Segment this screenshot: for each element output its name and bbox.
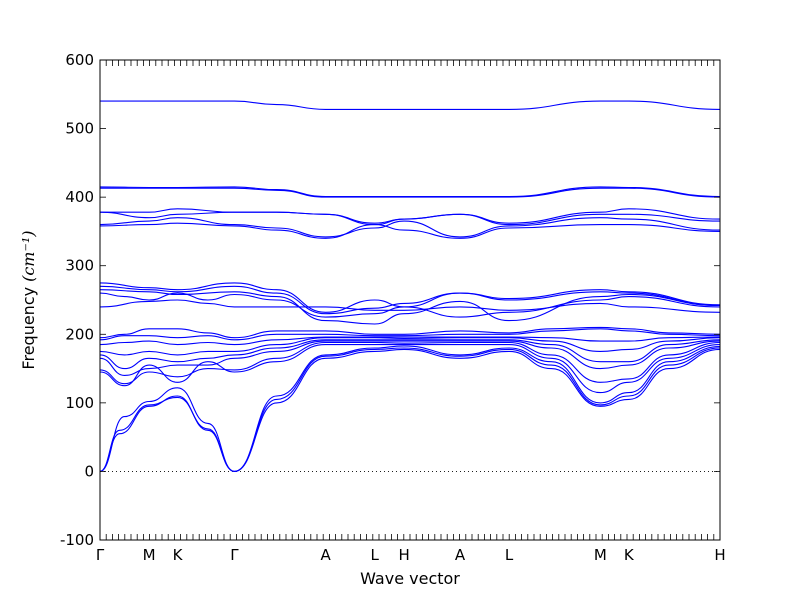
phonon-band-18	[99, 217, 721, 238]
phonon-band-14	[99, 289, 721, 325]
phonon-band-7	[99, 339, 721, 370]
plot-frame	[99, 59, 721, 541]
y-tick-label: -100	[60, 531, 94, 549]
y-axis: -100 0 100 200 300 400 500 600	[60, 51, 720, 549]
y-axis-title: Frequency (cm⁻¹)	[19, 230, 38, 369]
plot-area	[99, 100, 721, 472]
x-tick-label-1: Γ	[96, 546, 105, 564]
phonon-band-15	[99, 285, 721, 315]
phonon-band-4	[99, 344, 721, 394]
x-tick-label-10: M	[594, 546, 607, 564]
phonon-band-16	[99, 282, 721, 313]
y-tick-label: 100	[65, 394, 94, 412]
x-tick-label-3: K	[173, 546, 184, 564]
x-tick-label-11: K	[624, 546, 635, 564]
phonon-band-5	[99, 341, 721, 385]
y-tick-label: 200	[65, 325, 94, 343]
phonon-band-1	[99, 348, 721, 472]
phonon-band-22	[99, 186, 721, 198]
x-tick-label-8: A	[455, 546, 466, 564]
x-axis-title: Wave vector	[360, 569, 460, 588]
y-axis-unit: (cm⁻¹)	[19, 230, 38, 281]
y-axis-title-text: Frequency	[19, 287, 38, 370]
phonon-band-8	[99, 337, 721, 356]
x-tick-label-6: L	[371, 546, 380, 564]
x-tick-label-5: A	[321, 546, 332, 564]
phonon-band-21	[100, 187, 721, 198]
phonon-band-13	[99, 292, 721, 318]
phonon-band-6	[99, 340, 721, 376]
phonon-band-3	[99, 345, 721, 472]
y-tick-label: 600	[65, 51, 94, 69]
y-tick-label: 400	[65, 188, 94, 206]
phonon-band-11	[99, 326, 721, 339]
y-tick-label: 500	[65, 120, 94, 138]
phonon-band-17	[99, 222, 721, 239]
y-tick-label: 0	[84, 462, 94, 480]
x-tick-label-7: H	[398, 546, 409, 564]
x-tick-label-2: M	[143, 546, 156, 564]
phonon-band-10	[99, 328, 721, 341]
x-tick-label-12: H	[714, 546, 725, 564]
phonon-band-19	[99, 211, 721, 226]
phonon-band-9	[99, 336, 721, 346]
phonon-band-20	[100, 208, 721, 224]
phonon-band-2	[99, 347, 721, 472]
x-tick-label-4: Γ	[230, 546, 239, 564]
y-tick-label: 300	[65, 257, 94, 275]
phonon-band-12	[99, 299, 721, 313]
x-tick-label-9: L	[505, 546, 514, 564]
phonon-band-23	[100, 100, 721, 110]
